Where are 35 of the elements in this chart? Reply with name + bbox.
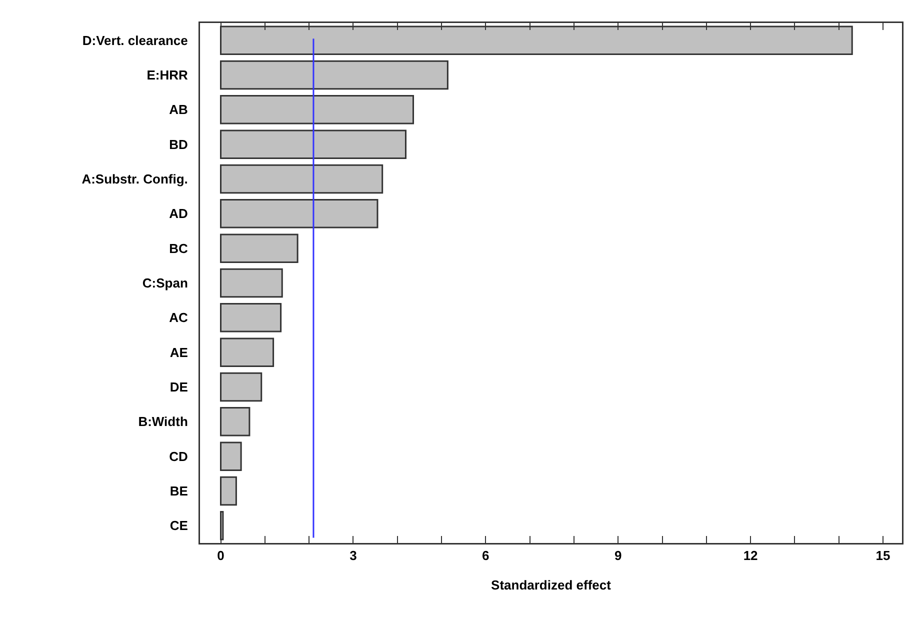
bar <box>220 338 274 367</box>
bar <box>220 407 250 436</box>
y-tick-label: D:Vert. clearance <box>82 32 188 48</box>
x-tick-label: 12 <box>743 548 758 564</box>
y-tick-label: AE <box>170 344 188 360</box>
y-tick-label: BC <box>169 240 189 256</box>
bar <box>220 95 414 124</box>
bar <box>220 164 384 194</box>
y-tick-label: DE <box>170 380 188 395</box>
y-tick-label: AB <box>169 102 188 118</box>
bar <box>220 199 378 228</box>
y-tick-label: E:HRR <box>146 68 189 83</box>
y-tick-label: AD <box>169 206 188 222</box>
x-tick-label: 15 <box>876 548 890 564</box>
y-tick-label: CD <box>169 448 188 464</box>
bar <box>220 303 282 332</box>
y-tick-label: B:Width <box>138 414 188 430</box>
x-tick-label: 9 <box>614 548 622 564</box>
x-tick-label: 0 <box>217 548 224 564</box>
x-tick-label: 3 <box>350 548 357 564</box>
bar <box>220 234 298 263</box>
bar <box>220 476 237 506</box>
bar <box>220 268 283 298</box>
x-axis-title: Standardized effect <box>491 577 612 592</box>
y-tick-label: CE <box>170 518 188 534</box>
bar <box>220 372 262 402</box>
x-tick-label: 6 <box>482 548 490 564</box>
y-tick-label: C:Span <box>142 276 188 291</box>
bar <box>220 130 406 159</box>
bar <box>220 60 448 90</box>
y-tick-label: A:Substr. Config. <box>82 172 188 187</box>
bar <box>220 442 242 471</box>
y-tick-label: BD <box>169 136 188 152</box>
y-tick-label: BE <box>170 484 188 499</box>
y-tick-label: AC <box>169 310 189 326</box>
